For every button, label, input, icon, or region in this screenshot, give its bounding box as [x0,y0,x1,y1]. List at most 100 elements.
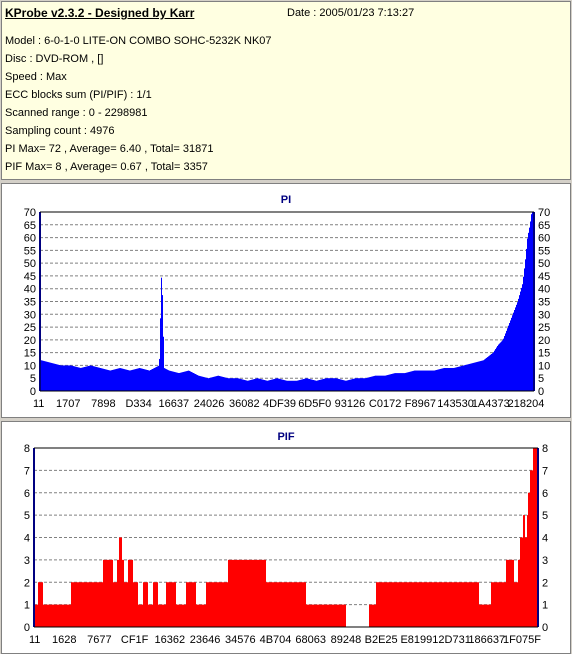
pi-bar [426,370,427,391]
pif-bar [287,582,288,627]
pif-bar [461,582,462,627]
pif-bar [94,582,95,627]
pi-bar [186,371,187,391]
pif-bar [403,582,404,627]
pi-bar [169,370,170,391]
pi-bar [401,373,402,391]
pi-bar [464,365,465,391]
pi-bar [479,361,480,391]
pi-bar [413,370,414,391]
pi-bar [449,367,450,391]
pif-bar [225,582,226,627]
pi-bar [299,380,300,391]
pif-bar [138,604,139,627]
pif-bar [472,582,473,627]
pif-bar [499,582,500,627]
pif-bar [311,604,312,627]
pi-bar [281,379,282,391]
pi-bar [483,360,484,391]
pif-xtick-label: 4B704 [260,634,292,646]
pif-bar [275,582,276,627]
pi-bar [402,373,403,391]
pi-bar [175,372,176,391]
pif-bar [204,604,205,627]
pif-bar [381,582,382,627]
pif-bar [427,582,428,627]
pi-bar [187,370,188,391]
pi-ytick-right: 50 [538,258,550,270]
pi-bar [166,369,167,391]
pif-bar [450,582,451,627]
pi-bar [252,379,253,391]
pi-xtick-label: 6D5F0 [298,398,331,410]
pi-bar [238,378,239,391]
pif-bar [91,582,92,627]
pif-bar [408,582,409,627]
pif-bar [218,582,219,627]
pi-bar [243,379,244,391]
pif-bar [240,559,241,627]
pi-bar [457,367,458,391]
pif-bar [88,582,89,627]
pi-bar [335,378,336,391]
pi-bar [393,373,394,391]
pi-bar [503,338,504,391]
pi-bar [88,365,89,391]
pi-bar [509,323,510,391]
pi-bar [258,378,259,391]
pif-bar [487,604,488,627]
pi-bar [63,365,64,391]
pif-bar [201,604,202,627]
pi-bar [225,377,226,391]
pi-bar [392,373,393,391]
pif-bar [144,582,145,627]
pi-bar [362,378,363,391]
pi-bar [84,367,85,391]
pi-ytick-left: 55 [24,245,36,257]
pi-bar [322,379,323,391]
pi-bar [347,380,348,391]
pi-bar [280,379,281,391]
pif-bar [181,604,182,627]
pif-bar [290,582,291,627]
pi-xtick-label: 218204 [508,398,545,410]
pi-bar [61,365,62,391]
pif-ytick-left: 3 [24,555,30,567]
ecc-line: ECC blocks sum (PI/PIF) : 1/1 [5,89,152,101]
pif-bar [197,604,198,627]
pi-bar [400,373,401,391]
pi-ytick-left: 40 [24,284,36,296]
pif-bar [64,604,65,627]
pif-bar [400,582,401,627]
pif-bar [81,582,82,627]
pif-bar [524,515,525,627]
pif-bar [78,582,79,627]
pif-bar [184,604,185,627]
pi-bar [317,380,318,391]
pi-bar [512,315,513,391]
pi-bar [508,325,509,391]
pi-bar [507,328,508,391]
pif-bar [388,582,389,627]
pi-bar [356,378,357,391]
pif-bar [512,559,513,627]
pif-bar [322,604,323,627]
pi-bar [488,356,489,391]
pif-bar [520,537,521,627]
pi-bar [365,378,366,391]
pi-bar [143,368,144,391]
pif-bar [236,559,237,627]
pif-bar [531,470,532,627]
pi-ytick-right: 0 [538,386,544,398]
pi-bar [375,375,376,391]
pif-bar [251,559,252,627]
pif-bar [239,559,240,627]
pif-bar [392,582,393,627]
pif-bar [306,604,307,627]
pif-bar [72,582,73,627]
pif-bar [380,582,381,627]
pif-bar [442,582,443,627]
pif-bar [43,604,44,627]
pif-bar [203,604,204,627]
pif-ytick-right: 8 [542,443,548,455]
